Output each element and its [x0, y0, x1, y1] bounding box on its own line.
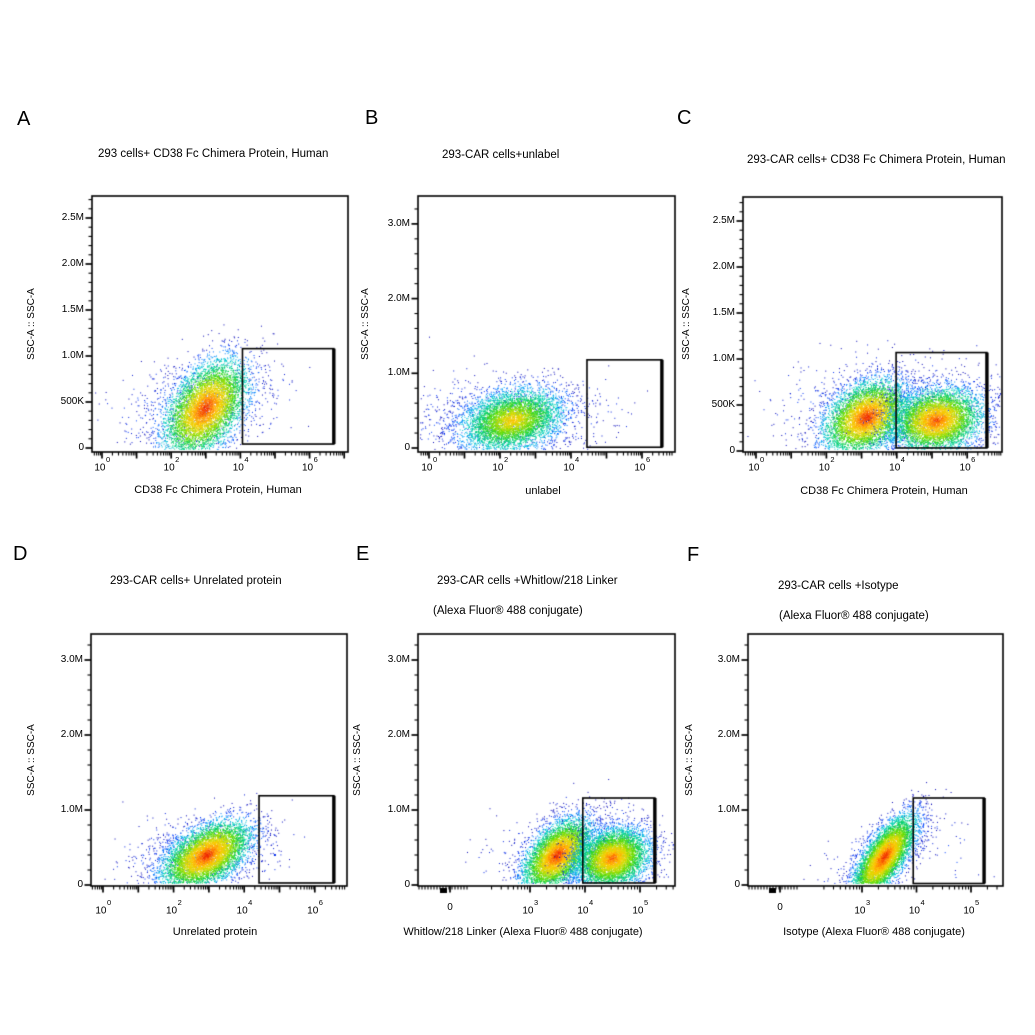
y-tick-label: 3.0M — [387, 217, 410, 229]
x-tick-label: 103 — [522, 898, 539, 917]
y-tick-label: 0 — [734, 879, 740, 890]
y-tick-label: 3.0M — [387, 654, 410, 665]
y-tick-label: 2.0M — [60, 729, 83, 740]
panel-C-title-line-1: 293-CAR cells+ CD38 Fc Chimera Protein, … — [747, 154, 1006, 166]
panel-A-x-axis-label: CD38 Fc Chimera Protein, Human — [134, 484, 302, 496]
panel-letter-D: D — [13, 543, 28, 565]
y-tick-label: 500K — [711, 399, 735, 410]
x-tick-label: 105 — [963, 898, 980, 917]
x-tick-label: 104 — [232, 455, 249, 474]
x-tick-label: 100 — [95, 898, 112, 917]
x-tick-label: 106 — [301, 455, 318, 474]
panel-letter-A: A — [17, 108, 31, 130]
panel-F-title-line-1: 293-CAR cells +Isotype — [778, 580, 899, 592]
panel-F-x-axis-label: Isotype (Alexa Fluor® 488 conjugate) — [783, 927, 965, 938]
x-tick-label: 104 — [236, 898, 253, 917]
x-tick-label: 102 — [165, 898, 182, 917]
y-tick-label: 0 — [729, 445, 735, 456]
y-tick-label: 1.5M — [61, 304, 84, 315]
panel-B-y-axis-label: SSC-A :: SSC-A — [360, 288, 371, 360]
x-tick-label: 100 — [421, 455, 438, 474]
x-tick-label: 104 — [563, 455, 580, 474]
y-tick-label: 2.5M — [712, 215, 735, 226]
x-tick-label: 102 — [163, 455, 180, 474]
x-tick-label: 102 — [492, 455, 509, 474]
panel-B-x-axis-label: unlabel — [525, 485, 561, 497]
y-tick-label: 0 — [78, 442, 84, 453]
y-tick-label: 1.0M — [61, 350, 84, 361]
panel-B-title-line-1: 293-CAR cells+unlabel — [442, 149, 560, 161]
y-tick-label: 2.0M — [61, 258, 84, 269]
panel-D-x-axis-label: Unrelated protein — [172, 926, 258, 938]
panel-E-title-line-2: (Alexa Fluor® 488 conjugate) — [433, 605, 583, 617]
y-tick-label: 2.0M — [387, 729, 410, 740]
x-tick-label: 100 — [94, 455, 111, 474]
panel-letter-E: E — [356, 543, 370, 565]
x-tick-label: 105 — [632, 898, 649, 917]
x-tick-label: 100 — [748, 455, 765, 474]
panel-F-y-axis-label: SSC-A :: SSC-A — [684, 724, 695, 796]
y-tick-label: 500K — [60, 396, 84, 407]
panel-D-y-axis-label: SSC-A :: SSC-A — [26, 724, 37, 796]
panel-E-x-axis-label: Whitlow/218 Linker (Alexa Fluor® 488 con… — [403, 926, 643, 938]
x-tick-label: 103 — [854, 898, 871, 917]
y-tick-label: 0 — [77, 879, 83, 890]
panel-F-title-line-2: (Alexa Fluor® 488 conjugate) — [779, 610, 929, 622]
y-tick-label: 1.0M — [717, 804, 740, 815]
y-tick-label: 1.0M — [387, 804, 410, 815]
x-tick-label: 104 — [889, 455, 905, 474]
panel-A-y-axis-label: SSC-A :: SSC-A — [26, 288, 37, 360]
y-tick-label: 1.0M — [712, 353, 735, 364]
x-tick-label: 0 — [447, 902, 453, 913]
x-tick-label: 104 — [908, 898, 925, 917]
panel-letter-F: F — [687, 544, 700, 566]
x-tick-label: 106 — [307, 898, 323, 917]
y-tick-label: 1.0M — [60, 804, 83, 815]
panel-D-title-line-1: 293-CAR cells+ Unrelated protein — [110, 575, 282, 587]
x-tick-label: 102 — [818, 455, 835, 474]
panel-C-x-axis-label: CD38 Fc Chimera Protein, Human — [800, 485, 968, 497]
x-tick-label: 0 — [777, 902, 783, 913]
y-tick-label: 3.0M — [60, 654, 83, 665]
x-tick-label: 106 — [959, 455, 976, 474]
x-tick-label: 106 — [634, 455, 651, 474]
y-tick-label: 0 — [404, 442, 410, 453]
y-tick-label: 2.0M — [712, 261, 735, 272]
y-tick-label: 0 — [404, 879, 410, 890]
panel-C-y-axis-label: SSC-A :: SSC-A — [681, 288, 692, 360]
y-tick-label: 2.0M — [717, 729, 740, 740]
panel-letter-C: C — [677, 107, 692, 129]
panel-letter-B: B — [365, 107, 379, 129]
y-tick-label: 2.5M — [61, 212, 84, 223]
panel-E-title-line-1: 293-CAR cells +Whitlow/218 Linker — [437, 575, 618, 587]
y-tick-label: 3.0M — [717, 654, 740, 665]
y-tick-label: 1.0M — [387, 367, 410, 379]
panel-E-y-axis-label: SSC-A :: SSC-A — [352, 724, 363, 796]
x-tick-label: 104 — [577, 898, 594, 917]
panel-A-title-line-1: 293 cells+ CD38 Fc Chimera Protein, Huma… — [98, 148, 329, 160]
y-tick-label: 1.5M — [712, 307, 735, 318]
y-tick-label: 2.0M — [387, 292, 410, 304]
